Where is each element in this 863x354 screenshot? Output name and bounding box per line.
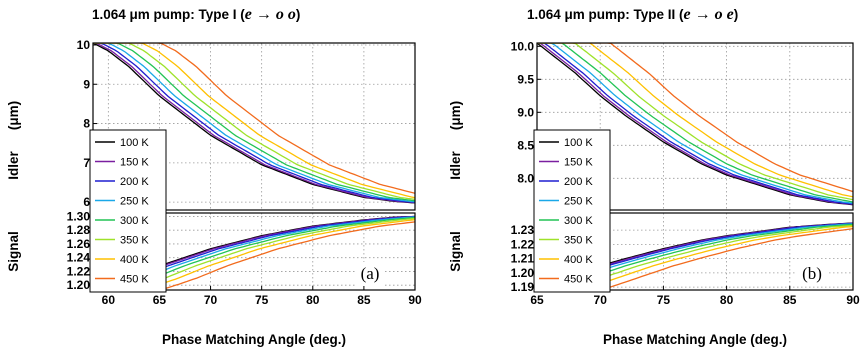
idler-series-line — [93, 43, 415, 199]
legend-entry: 200 K — [120, 176, 149, 188]
idler-series-line — [93, 43, 415, 201]
title-text: 1.064 μm pump: Type II ( — [527, 7, 684, 22]
idler-series-line — [537, 43, 853, 203]
signal-axis-label: Signal — [6, 231, 21, 272]
signal-tick-label: 1.24 — [67, 251, 91, 265]
x-tick-label: 75 — [657, 293, 671, 307]
x-tick-label: 90 — [846, 293, 860, 307]
idler-series-line — [93, 43, 415, 203]
idler-tick-label: 8 — [83, 117, 90, 131]
idler-curves — [93, 43, 415, 204]
idler-frame — [92, 42, 416, 211]
x-tick-label: 75 — [255, 293, 269, 307]
x-tick-label: 85 — [783, 293, 797, 307]
idler-tick-label: 10.0 — [511, 39, 535, 53]
panel-label-bg — [797, 262, 827, 286]
x-axis-label: Phase Matching Angle (deg.) — [603, 332, 787, 347]
legend-entry: 450 K — [120, 274, 149, 286]
legend-entry: 100 K — [120, 137, 149, 149]
chart-panel-b: 1.064 μm pump: Type II (e → o e) 65 70 75 80… — [448, 6, 860, 347]
idler-tick-label: 9.5 — [517, 72, 534, 86]
idler-series-line — [93, 43, 415, 204]
idler-series-line — [537, 43, 853, 198]
legend-box — [533, 129, 611, 293]
legend-entry: 400 K — [564, 254, 593, 266]
signal-tick-label: 1.20 — [511, 266, 535, 280]
idler-tick-label: 8.5 — [517, 138, 534, 152]
signal-tick-label: 1.23 — [511, 223, 535, 237]
x-tick-label: 70 — [594, 293, 608, 307]
title-formula: e → o e — [684, 6, 734, 23]
x-tick-label: 70 — [204, 293, 218, 307]
legend-entry: 150 K — [564, 157, 593, 169]
idler-tick-label: 10 — [77, 38, 91, 52]
idler-frame — [536, 42, 854, 211]
idler-series-line — [93, 43, 415, 204]
title-close: ) — [296, 7, 301, 22]
signal-tick-label: 1.26 — [67, 237, 91, 251]
legend-entry: 350 K — [564, 235, 593, 247]
idler-tick-label: 6 — [83, 195, 90, 209]
signal-tick-label: 1.20 — [67, 278, 91, 292]
idler-series-line — [537, 43, 853, 205]
legend-entry: 100 K — [564, 137, 593, 149]
idler-series-line — [537, 43, 853, 206]
signal-tick-label: 1.22 — [511, 237, 535, 251]
x-tick-label: 90 — [408, 293, 422, 307]
signal-tick-label: 1.22 — [67, 264, 91, 278]
legend-box — [89, 129, 167, 293]
idler-series-line — [93, 43, 415, 194]
panel-label: (a) — [361, 264, 380, 283]
title-text: 1.064 μm pump: Type I ( — [92, 7, 245, 22]
x-tick-label: 60 — [102, 293, 116, 307]
idler-unit-label: (μm) — [448, 101, 463, 130]
signal-axis-label: Signal — [448, 231, 463, 272]
legend-entry: 300 K — [564, 215, 593, 227]
chart-panel-a: 1.064 μm pump: Type I (e → o o) 60 65 70 75 8… — [6, 6, 422, 347]
idler-series-line — [93, 43, 415, 203]
signal-tick-label: 1.28 — [67, 223, 91, 237]
legend-entry: 450 K — [564, 274, 593, 286]
legend: 100 K 150 K 200 K 250 K 300 K 350 K 400 K 450 K — [89, 129, 167, 293]
signal-tick-label: 1.19 — [511, 280, 535, 294]
idler-series-line — [537, 43, 853, 204]
x-tick-label: 65 — [530, 293, 544, 307]
x-tick-label: 65 — [153, 293, 167, 307]
signal-tick-label: 1.21 — [511, 252, 535, 266]
legend-entry: 200 K — [564, 176, 593, 188]
x-tick-label: 80 — [306, 293, 320, 307]
panel-label-bg — [355, 262, 385, 286]
idler-axis-label: Idler — [6, 151, 21, 180]
idler-tick-label: 9.0 — [517, 105, 534, 119]
x-tick-label: 85 — [357, 293, 371, 307]
signal-series-line — [93, 221, 415, 290]
idler-series-line — [537, 43, 853, 201]
chart-title: 1.064 μm pump: Type I (e → o o) — [92, 6, 300, 23]
chart-title: 1.064 μm pump: Type II (e → o e) — [527, 6, 738, 23]
idler-series-line — [537, 43, 853, 193]
idler-tick-label: 8.0 — [517, 171, 534, 185]
legend-entry: 150 K — [120, 157, 149, 169]
idler-tick-label: 7 — [83, 156, 90, 170]
panel-label: (b) — [802, 264, 822, 283]
legend-entry: 300 K — [120, 215, 149, 227]
signal-tick-label: 1.30 — [67, 209, 91, 223]
x-axis-label: Phase Matching Angle (deg.) — [162, 332, 346, 347]
legend-entry: 400 K — [120, 254, 149, 266]
legend-entry: 250 K — [564, 196, 593, 208]
idler-series-line — [93, 43, 415, 202]
idler-unit-label: (μm) — [6, 101, 21, 130]
idler-tick-label: 9 — [83, 77, 90, 91]
legend: 100 K 150 K 200 K 250 K 300 K 350 K 400 K 450 K — [533, 129, 611, 293]
title-formula: e → o o — [245, 6, 296, 23]
idler-curves — [537, 43, 853, 206]
x-tick-label: 80 — [720, 293, 734, 307]
legend-entry: 250 K — [120, 196, 149, 208]
idler-axis-label: Idler — [448, 151, 463, 180]
title-close: ) — [734, 7, 739, 22]
legend-entry: 350 K — [120, 235, 149, 247]
